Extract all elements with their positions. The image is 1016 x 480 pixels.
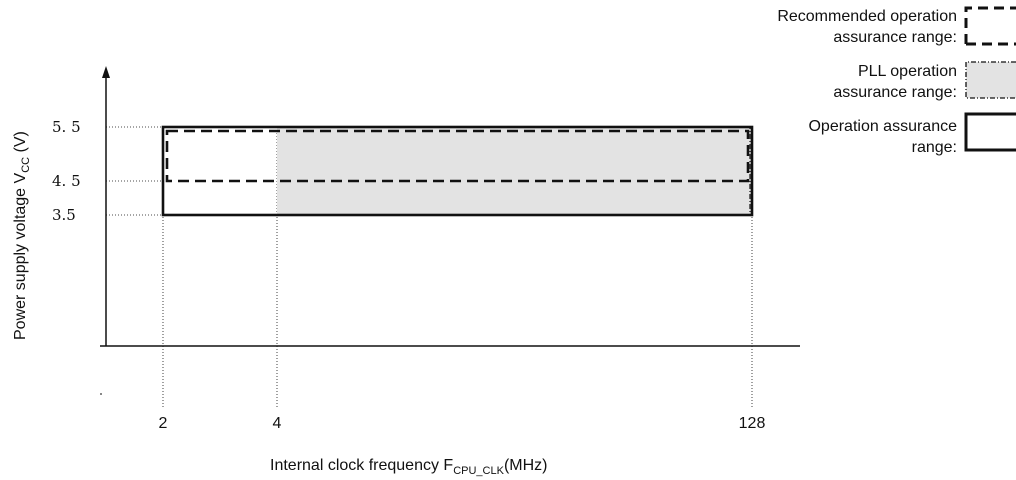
legend-label-operation-2: range: [912,139,957,156]
x-axis-label-unit: (MHz) [504,457,548,474]
legend-label-pll-2: assurance range: [833,84,957,101]
legend-swatch-operation [964,112,1016,152]
legend-label-operation-1: Operation assurance [808,118,957,135]
y-axis-label-main: Power supply voltage V [12,172,29,340]
y-tick-labels: 5. 5 4. 5 3.5 [52,118,102,395]
y-axis-arrow [102,66,110,78]
y-axis-label-unit: (V) [12,131,29,157]
pll-range-border [277,126,751,215]
y-tick-label-1: 4. 5 [52,172,81,190]
recommended-range-box [165,129,750,183]
y-axis-label-sub: CC [20,157,32,173]
legend-swatch-recommended [964,6,1016,46]
y-axis-label: Power supply voltage VCC (V) [12,131,32,340]
legend-label-recommended-1: Recommended operation [777,8,957,25]
x-tick-label-2: 128 [739,415,766,432]
y-tick-label-0: 5. 5 [52,118,81,136]
x-tick-labels: 2 4 128 [159,415,766,432]
x-axis-label-main: Internal clock frequency F [270,457,453,474]
legend-swatch-pll [966,62,1016,98]
x-axis-label: Internal clock frequency FCPU_CLK(MHz) [270,457,548,477]
legend-label-pll-1: PLL operation [858,63,957,80]
regions-layer [161,125,754,217]
x-tick-label-0: 2 [159,415,168,432]
legend: Recommended operation assurance range: P… [777,6,1016,156]
x-axis-label-sub: CPU_CLK [453,465,504,477]
pll-range-fill [277,127,752,215]
guide-lines [106,126,753,408]
legend-swatch-pll-border [965,61,1016,99]
legend-label-recommended-2: assurance range: [833,29,957,46]
y-tick-label-2: 3.5 [52,206,76,224]
x-tick-label-1: 4 [273,415,282,432]
